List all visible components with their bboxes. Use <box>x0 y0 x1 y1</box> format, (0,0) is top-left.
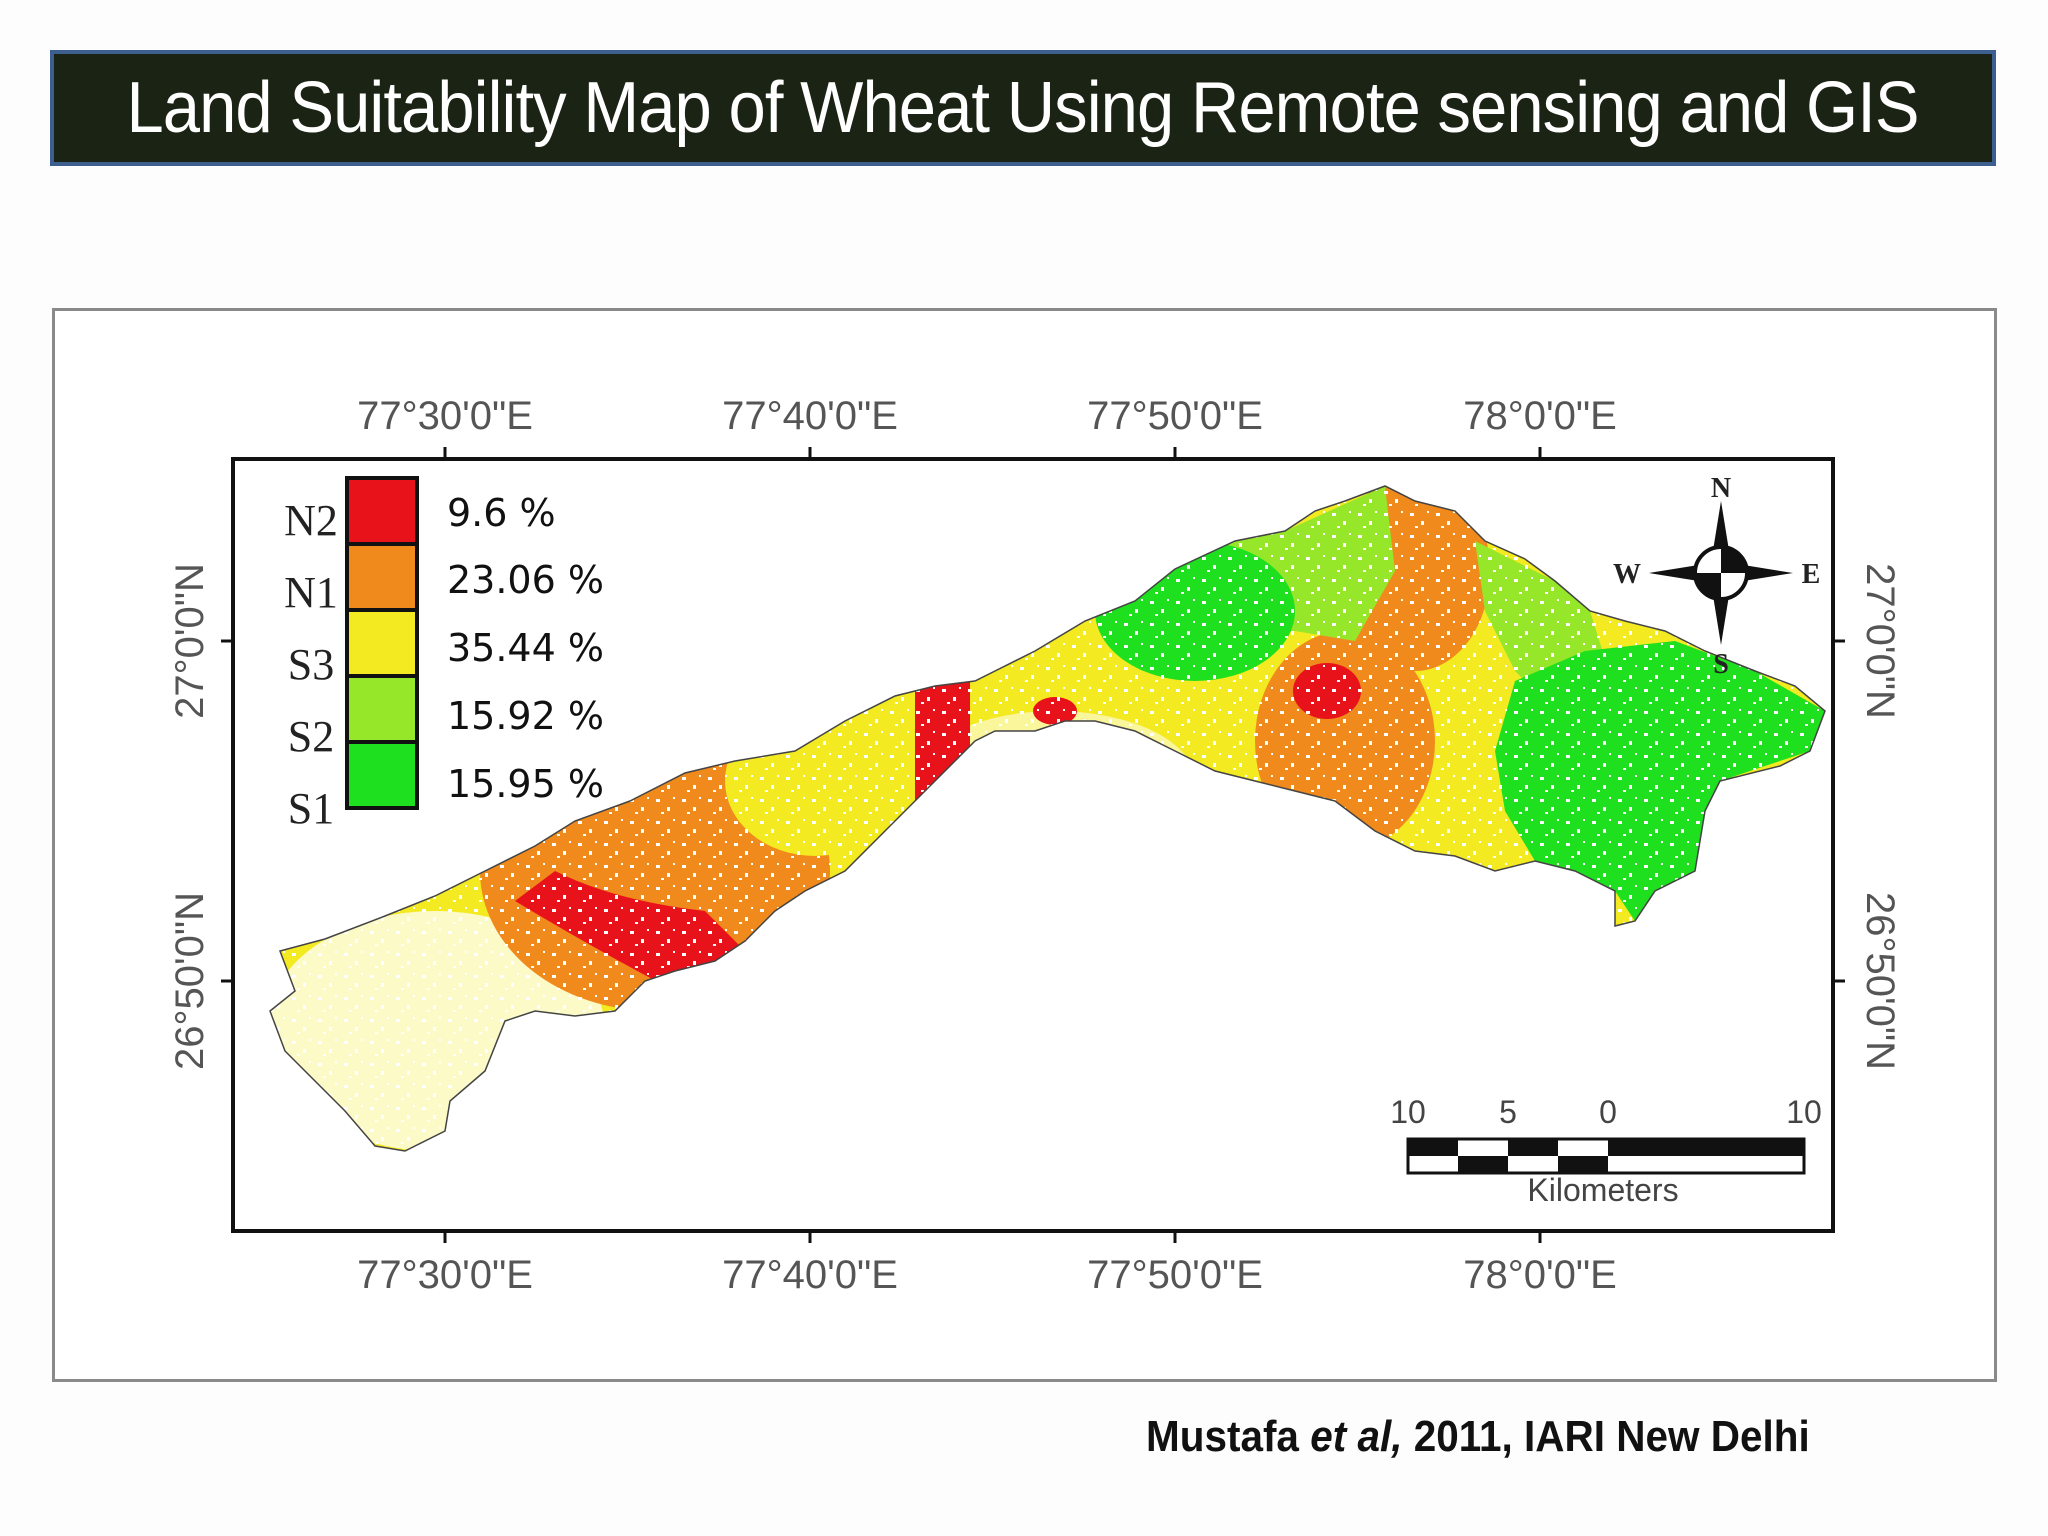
legend-percent-s1: 15.95 % <box>447 762 604 806</box>
scale-unit: Kilometers <box>1527 1172 1678 1208</box>
legend-swatch-s2 <box>345 674 419 744</box>
top-axis-label: 77°50'0"E <box>1087 394 1263 438</box>
legend-class-n2: N2 <box>284 496 338 545</box>
top-axis-label: 77°40'0"E <box>722 394 898 438</box>
bottom-axis-label: 77°50'0"E <box>1087 1253 1263 1297</box>
compass-south: S <box>1713 649 1729 680</box>
scale-tick: 0 <box>1599 1094 1617 1130</box>
legend-class-s3: S3 <box>288 640 334 689</box>
compass-rose-icon: N S E W <box>1613 473 1820 680</box>
top-axis-label: 77°30'0"E <box>357 394 533 438</box>
suitability-map: 77°30'0"E 77°40'0"E 77°50'0"E 78°0'0"E 7… <box>168 394 1902 1297</box>
bottom-axis-label: 77°30'0"E <box>357 1253 533 1297</box>
citation-rest: 2011, IARI New Delhi <box>1413 1412 1810 1461</box>
bottom-axis-label: 78°0'0"E <box>1463 1253 1617 1297</box>
legend-class-s1: S1 <box>288 784 334 833</box>
left-axis-label: 27°0'0"N <box>168 563 212 719</box>
top-axis-label: 78°0'0"E <box>1463 394 1617 438</box>
region-outline <box>269 485 1826 1152</box>
left-axis-label: 26°50'0"N <box>168 892 212 1070</box>
scale-tick: 5 <box>1499 1094 1517 1130</box>
slide-title: Land Suitability Map of Wheat Using Remo… <box>126 68 1920 148</box>
legend-swatch-n1 <box>345 542 419 612</box>
citation-author: Mustafa <box>1146 1412 1299 1461</box>
legend-swatch-s3 <box>345 608 419 678</box>
axis-ticks <box>221 447 1845 1243</box>
bottom-axis-label: 77°40'0"E <box>722 1253 898 1297</box>
compass-east: E <box>1802 559 1821 590</box>
legend-percent-n1: 23.06 % <box>447 558 604 602</box>
legend-class-n1: N1 <box>284 568 338 617</box>
title-bar: Land Suitability Map of Wheat Using Remo… <box>50 50 1996 166</box>
compass-north: N <box>1711 473 1731 504</box>
compass-west: W <box>1613 559 1641 590</box>
map-legend: N2 N1 S3 S2 S1 9.6 % 23.06 % 35.44 % 15.… <box>284 476 604 833</box>
legend-swatch-n2 <box>345 476 419 546</box>
legend-swatch-s1 <box>345 740 419 810</box>
scale-tick: 10 <box>1390 1094 1426 1130</box>
scale-tick: 10 <box>1786 1094 1822 1130</box>
legend-class-s2: S2 <box>288 712 334 761</box>
scale-bar: 10 5 0 10 Kilometers <box>1390 1094 1822 1208</box>
map-figure: 77°30'0"E 77°40'0"E 77°50'0"E 78°0'0"E 7… <box>52 308 1997 1382</box>
right-axis-label: 26°50'0"N <box>1858 892 1902 1070</box>
legend-percent-s2: 15.92 % <box>447 694 604 738</box>
citation: Mustafa et al, 2011, IARI New Delhi <box>1146 1412 1810 1462</box>
legend-percent-n2: 9.6 % <box>447 491 556 535</box>
legend-percent-s3: 35.44 % <box>447 626 604 670</box>
citation-etal: et al, <box>1310 1412 1403 1461</box>
right-axis-label: 27°0'0"N <box>1858 563 1902 719</box>
